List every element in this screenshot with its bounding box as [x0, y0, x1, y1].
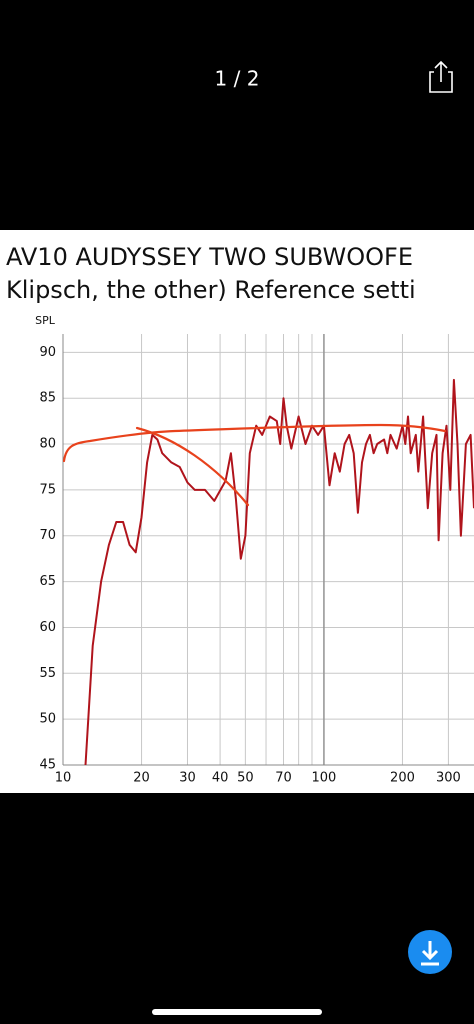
share-button[interactable] [429, 60, 453, 93]
image-title-line: Klipsch, the other) Reference setti [6, 276, 416, 304]
home-indicator [152, 1009, 322, 1015]
y-tick-label: 85 [39, 391, 56, 406]
x-tick-label: 20 [133, 771, 150, 786]
share-box [429, 71, 453, 93]
y-tick-label: 45 [39, 758, 56, 773]
x-tick-label: 300 [436, 771, 461, 786]
hand-drawn-line [135, 426, 250, 507]
share-arrow [434, 60, 448, 82]
x-tick-label: 200 [390, 771, 415, 786]
y-tick-label: 70 [39, 528, 56, 543]
grid [62, 334, 474, 766]
response-line [84, 378, 474, 765]
download-icon [421, 941, 439, 966]
x-tick-label: 100 [312, 771, 337, 786]
y-tick-label: 90 [39, 345, 56, 360]
hand-drawn-line [62, 423, 447, 463]
y-axis-label: SPL [35, 314, 56, 327]
page-counter: 1 / 2 [215, 67, 260, 91]
y-tick-label: 80 [39, 437, 56, 452]
x-tick-label: 10 [55, 771, 72, 786]
tick-labels: 45 50 55 60 65 70 75 80 85 90 10 20 30 40 50 70 100 200 30… [39, 345, 460, 786]
x-tick-label: 30 [179, 771, 196, 786]
y-tick-label: 60 [39, 620, 56, 635]
x-tick-label: 40 [212, 771, 229, 786]
x-tick-label: 70 [275, 771, 292, 786]
y-tick-label: 65 [39, 574, 56, 589]
x-tick-label: 50 [237, 771, 254, 786]
y-tick-label: 55 [39, 666, 56, 681]
plot [84, 378, 474, 765]
y-tick-label: 75 [39, 482, 56, 497]
annotations [62, 423, 447, 507]
image-title-line: AV10 AUDYSSEY TWO SUBWOOFE [6, 243, 413, 271]
y-tick-label: 50 [39, 712, 56, 727]
